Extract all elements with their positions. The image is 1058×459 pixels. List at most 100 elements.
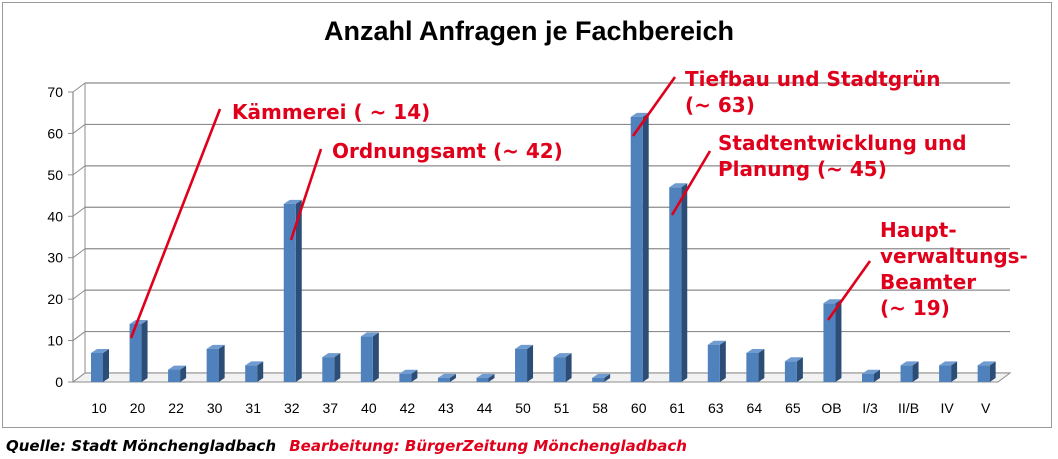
- y-tick-label: 30: [47, 250, 63, 266]
- bar-side: [295, 199, 302, 382]
- x-tick-label: 30: [207, 400, 223, 416]
- bar: [360, 336, 373, 382]
- x-tick-label: I/3: [862, 400, 878, 416]
- bar-side: [257, 361, 264, 382]
- annotation-label: Tiefbau und Stadtgrün: [685, 67, 941, 91]
- bar-side: [334, 353, 341, 382]
- bar-side: [449, 373, 456, 382]
- annotation-label: Ordnungsamt (~ 42): [332, 139, 563, 163]
- annotation-label: Kämmerei ( ~ 14): [232, 100, 430, 124]
- bar: [322, 357, 335, 382]
- bar-top: [553, 353, 572, 358]
- bar-top: [283, 199, 302, 204]
- x-tick-label: 31: [245, 400, 261, 416]
- bar-top: [939, 361, 958, 366]
- x-tick-label: 43: [438, 400, 454, 416]
- bar-side: [912, 361, 919, 382]
- bar-side: [103, 349, 109, 382]
- bar-side: [719, 340, 726, 382]
- bar-side: [141, 320, 148, 382]
- bar-top: [437, 373, 456, 378]
- x-tick-label: 40: [361, 400, 377, 416]
- annotation-leader: [670, 150, 712, 216]
- bar: [900, 365, 913, 382]
- bar-top: [977, 361, 996, 366]
- bar-side: [989, 361, 996, 382]
- bar: [168, 369, 181, 382]
- gridline-side: [72, 248, 86, 259]
- x-tick-label: 65: [785, 400, 801, 416]
- chart-title: Anzahl Anfragen je Fachbereich: [323, 16, 735, 46]
- editing-label: Bearbeitung: BürgerZeitung Mönchengladba…: [289, 437, 687, 455]
- gridline-side: [72, 165, 86, 176]
- gridline-side: [72, 289, 86, 300]
- bar-top: [862, 369, 880, 374]
- bar-top: [360, 332, 379, 337]
- y-tick-label: 40: [47, 208, 63, 224]
- x-tick-label: 51: [554, 400, 570, 416]
- gridline-side: [72, 206, 86, 217]
- bar: [476, 377, 489, 382]
- bar-side: [874, 369, 880, 382]
- y-tick-label: 20: [47, 291, 63, 307]
- bar-side: [411, 369, 418, 382]
- bar-top: [746, 349, 765, 353]
- x-tick-label: II/B: [898, 400, 919, 416]
- bar: [553, 357, 566, 382]
- x-tick-label: 64: [747, 400, 763, 416]
- bar: [399, 373, 412, 382]
- x-tick-label: 42: [400, 400, 416, 416]
- bar: [746, 353, 759, 382]
- source-label: Quelle: Stadt Mönchengladbach: [6, 437, 277, 455]
- annotation-leader: [129, 108, 222, 339]
- gridline-side: [72, 124, 86, 134]
- y-tick-label: 10: [47, 333, 63, 349]
- bar: [91, 353, 103, 382]
- bar-side: [218, 344, 225, 382]
- bar-side: [372, 332, 379, 382]
- bar-top: [669, 183, 688, 188]
- y-tick-label: 70: [47, 84, 63, 100]
- bar: [283, 203, 296, 382]
- bar-top: [630, 112, 649, 117]
- x-tick-label: 32: [284, 400, 300, 416]
- gridline-side: [72, 82, 86, 93]
- y-tick-label: 60: [47, 125, 63, 141]
- annotation-label: Stadtentwicklung und: [718, 131, 967, 155]
- bar: [206, 348, 219, 382]
- annotation-label: Beamter: [880, 270, 976, 294]
- bar: [592, 377, 605, 382]
- x-tick-label: 61: [669, 400, 685, 416]
- footer: Quelle: Stadt Mönchengladbach Bearbeitun…: [6, 437, 687, 455]
- y-tick-label: 50: [47, 167, 63, 183]
- x-tick-label: 44: [477, 400, 493, 416]
- bar-side: [758, 349, 765, 382]
- bar: [245, 365, 258, 382]
- bar: [129, 324, 142, 382]
- annotation-leader: [826, 260, 872, 321]
- bar-top: [91, 349, 109, 353]
- bar-side: [642, 112, 649, 382]
- annotation-label: Planung (~ 45): [718, 157, 887, 181]
- x-tick-label: 60: [631, 400, 647, 416]
- x-tick-label: 63: [708, 400, 724, 416]
- x-tick-label: 20: [130, 400, 146, 416]
- bar-side: [180, 365, 187, 382]
- bar-top: [245, 361, 264, 366]
- annotation-leader: [289, 148, 323, 241]
- chart-floor: [71, 372, 1012, 383]
- x-tick-label: 58: [592, 400, 608, 416]
- bar: [437, 377, 450, 382]
- x-tick-label: IV: [940, 400, 954, 416]
- y-tick-label: 0: [55, 374, 63, 390]
- bar-top: [168, 365, 187, 370]
- bar-top: [322, 353, 341, 358]
- bar: [630, 116, 643, 382]
- bar-side: [527, 344, 534, 382]
- gridline-side: [72, 331, 86, 341]
- bar-top: [476, 373, 495, 378]
- annotation-label: (~ 63): [685, 93, 755, 117]
- annotation-label: verwaltungs-: [880, 244, 1028, 268]
- annotation-label: Haupt-: [880, 218, 957, 242]
